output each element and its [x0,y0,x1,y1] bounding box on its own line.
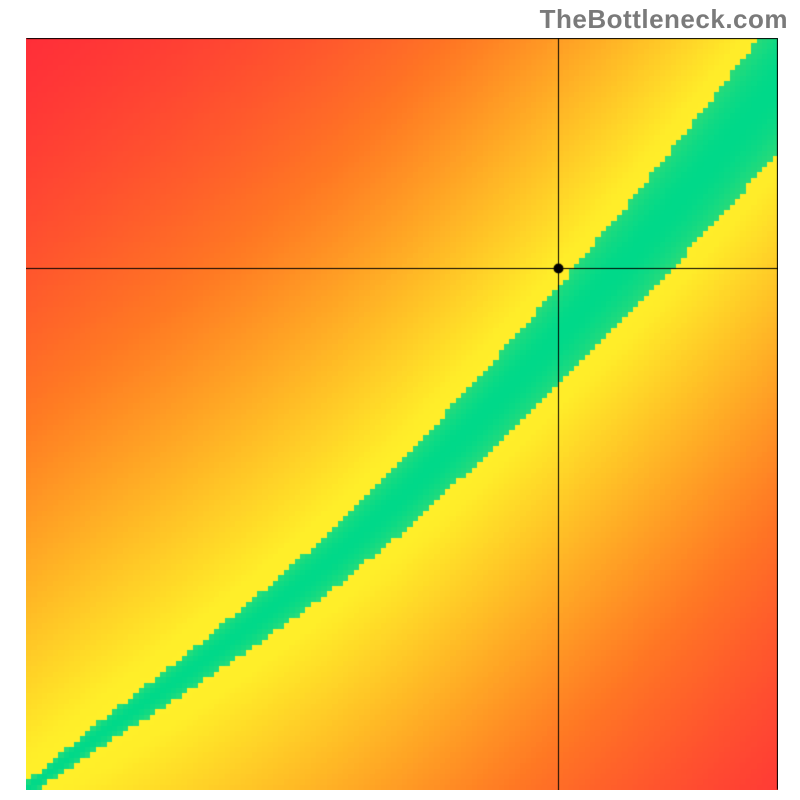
bottleneck-heatmap [26,38,778,790]
watermark-text: TheBottleneck.com [540,4,788,35]
